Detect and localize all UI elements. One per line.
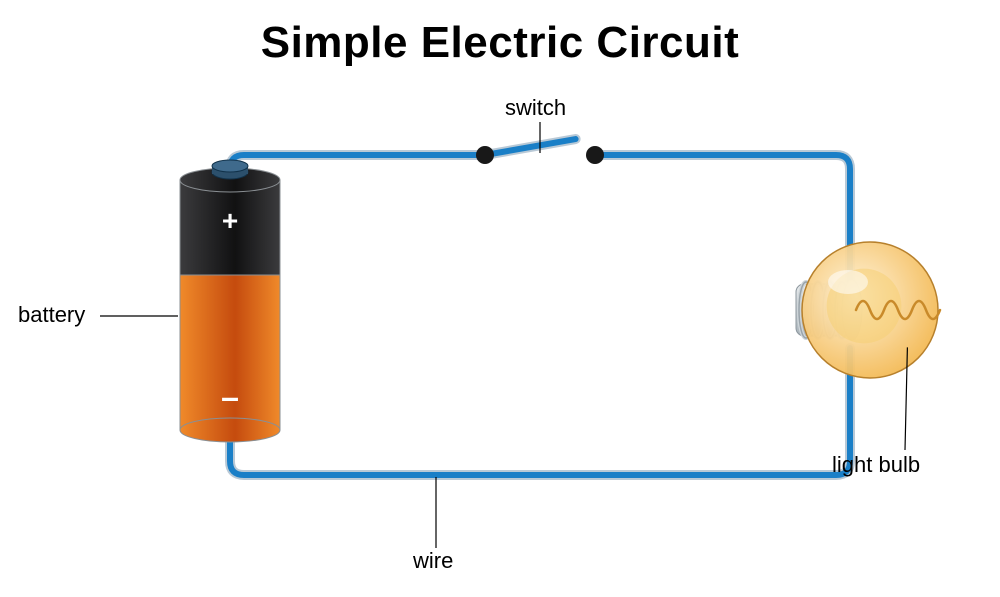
light-bulb-icon	[796, 242, 940, 378]
battery-icon: +–	[180, 160, 280, 442]
svg-text:–: –	[221, 379, 239, 415]
light-bulb-label: light bulb	[832, 452, 920, 478]
switch-label: switch	[505, 95, 566, 121]
battery-label: battery	[18, 302, 85, 328]
diagram-title: Simple Electric Circuit	[0, 18, 1000, 68]
wire-icon	[230, 155, 850, 475]
svg-text:+: +	[222, 205, 238, 236]
diagram-stage: Simple Electric Circuit	[0, 0, 1000, 597]
wire-label: wire	[413, 548, 453, 574]
circuit-svg: +–	[0, 0, 1000, 597]
